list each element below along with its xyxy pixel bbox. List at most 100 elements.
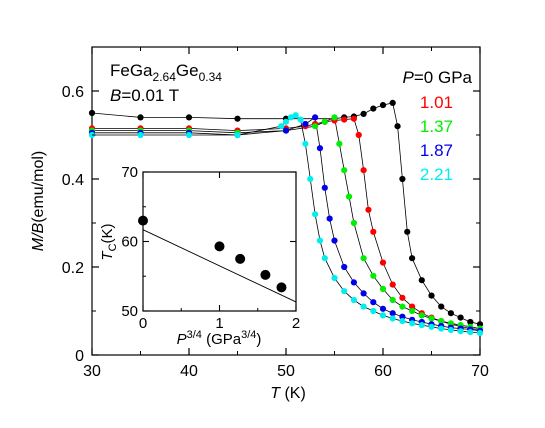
data-point <box>389 281 396 288</box>
data-point <box>457 328 464 335</box>
data-point <box>438 318 445 325</box>
data-point <box>418 312 425 319</box>
y-tick-label: 0 <box>75 348 84 365</box>
field-annotation: B=0.01 T <box>110 86 179 105</box>
inset-x-tick-label: 1 <box>215 315 223 332</box>
inset-x-tick-label: 2 <box>292 315 300 332</box>
data-point <box>360 303 367 310</box>
inset-data-point <box>235 253 246 264</box>
data-point <box>331 274 338 282</box>
data-point <box>399 294 406 301</box>
data-point <box>341 167 348 174</box>
main-axis-ticks: 30 40 50 60 70 0 0.2 0.4 0.6 <box>62 47 489 380</box>
data-point <box>409 320 416 327</box>
data-point <box>185 114 193 121</box>
data-point <box>331 114 338 121</box>
data-point <box>447 320 454 327</box>
data-point <box>278 123 285 130</box>
data-point <box>389 296 396 304</box>
data-point <box>360 167 367 174</box>
y-tick-label: 0.2 <box>62 260 84 277</box>
data-point <box>409 307 416 315</box>
x-tick-label: 50 <box>277 363 295 380</box>
data-point <box>370 299 377 306</box>
data-point <box>476 329 484 337</box>
data-point <box>292 112 299 119</box>
data-point <box>326 215 333 222</box>
data-point <box>467 318 474 326</box>
inset-y-tick-label: 60 <box>121 234 138 251</box>
data-point <box>370 272 377 279</box>
main-series-points <box>88 99 484 337</box>
data-point <box>399 303 406 310</box>
data-point <box>438 303 445 310</box>
data-point <box>331 237 338 244</box>
data-point <box>321 118 328 125</box>
inset-y-tick-label: 70 <box>121 164 138 181</box>
data-point <box>399 175 406 183</box>
data-point <box>447 326 454 334</box>
data-point <box>282 127 290 134</box>
data-point <box>399 318 406 325</box>
data-point <box>297 116 304 123</box>
data-point <box>418 321 425 329</box>
data-point <box>399 313 406 320</box>
inset-data-point <box>276 282 287 293</box>
x-tick-label: 30 <box>83 363 101 380</box>
x-tick-label: 70 <box>471 363 489 380</box>
data-point <box>476 321 484 328</box>
data-point <box>428 315 435 322</box>
data-point <box>447 310 454 317</box>
data-point <box>370 307 377 315</box>
data-point <box>312 211 319 218</box>
data-point <box>350 219 357 227</box>
data-point <box>341 288 348 295</box>
data-point <box>355 131 362 139</box>
legend-entry: 1.87 <box>420 141 453 160</box>
data-point <box>137 131 144 139</box>
data-point <box>302 140 309 147</box>
data-point <box>404 228 411 235</box>
data-point <box>307 175 314 183</box>
data-point <box>438 325 445 332</box>
data-point <box>360 255 367 262</box>
data-point <box>341 116 348 123</box>
data-point <box>302 120 309 128</box>
data-point <box>185 131 193 139</box>
inset-content: 0 1 2 50 60 70 <box>121 164 300 332</box>
data-point <box>389 315 396 322</box>
inset-fit-line <box>142 229 297 303</box>
data-point <box>379 259 387 266</box>
data-point <box>312 114 319 121</box>
data-point <box>457 314 464 321</box>
data-point <box>360 110 367 117</box>
data-point <box>467 329 474 336</box>
legend: P=0 GPa 1.01 1.37 1.87 2.21 <box>403 68 473 184</box>
sample-formula: FeGa2.64Ge0.34 <box>110 61 222 84</box>
data-point <box>321 255 328 262</box>
data-point <box>350 115 357 122</box>
data-point <box>282 118 290 125</box>
inset-data-point <box>260 269 271 280</box>
data-point <box>409 303 416 310</box>
data-point <box>360 290 367 297</box>
inset-data-point <box>214 241 225 252</box>
legend-entry: 1.01 <box>420 93 453 112</box>
data-point <box>428 292 435 299</box>
inset-y-tick-label: 50 <box>121 303 138 320</box>
x-tick-label: 60 <box>374 363 392 380</box>
data-point <box>379 285 387 293</box>
data-point <box>428 323 435 330</box>
data-point <box>234 131 241 139</box>
data-point <box>350 279 357 286</box>
data-point <box>379 305 387 312</box>
inset-plot: 0 1 2 50 60 70 P3/4 (GPa3/4) TC(K) <box>99 164 300 348</box>
y-axis-label: M/B(emu/mol) <box>30 151 47 251</box>
inset-x-axis-label: P3/4 (GPa3/4) <box>177 329 262 348</box>
data-point <box>336 140 343 147</box>
data-point <box>365 206 372 213</box>
inset-y-axis-label: TC(K) <box>99 223 119 260</box>
inset-data-point <box>138 215 148 226</box>
